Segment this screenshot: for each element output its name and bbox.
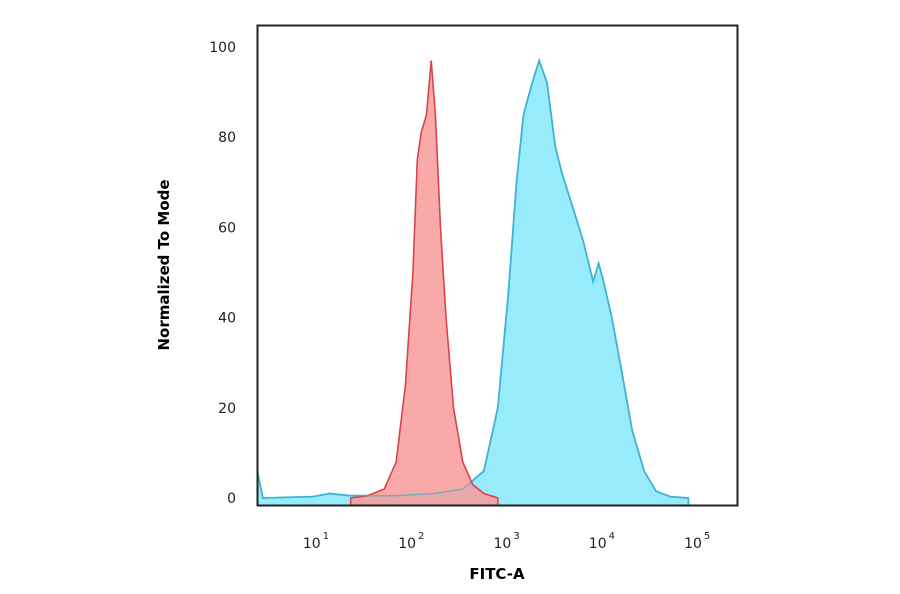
plot-frame (256, 24, 739, 507)
y-axis-title: Normalized To Mode (155, 179, 173, 350)
x-tick-label: 10 2 (398, 531, 424, 552)
x-tick-label: 10 4 (589, 531, 615, 552)
series-isotype-control (349, 60, 499, 505)
x-tick-label: 10 3 (493, 531, 519, 552)
y-tick-label: 60 (218, 220, 236, 236)
x-axis: 10 1 10 2 10 3 10 4 10 5 (303, 531, 710, 552)
x-axis-title: FITC-A (469, 565, 525, 583)
y-axis: 0 20 40 60 80 100 (209, 40, 236, 507)
y-tick-label: 80 (218, 130, 236, 146)
y-tick-label: 40 (218, 311, 236, 327)
series-antibody-stained (258, 57, 690, 505)
x-tick-label: 10 5 (684, 531, 710, 552)
series-antibody-outline (258, 58, 689, 499)
x-tick-label: 10 1 (303, 531, 329, 552)
y-tick-label: 0 (227, 491, 236, 507)
plot-area (256, 24, 739, 507)
y-tick-label: 100 (209, 40, 236, 56)
y-tick-label: 20 (218, 401, 236, 417)
